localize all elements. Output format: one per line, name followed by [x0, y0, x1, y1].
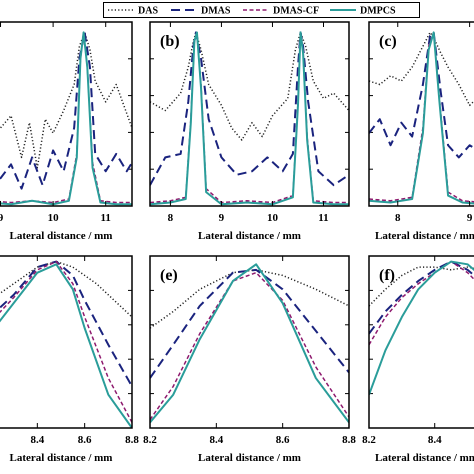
plot-frame	[368, 21, 474, 207]
series-dmpcs-line	[369, 31, 474, 205]
series-dmas-cf-line	[369, 31, 474, 203]
series-dmas-cf-line	[150, 271, 349, 421]
panel-label: (e)	[160, 267, 178, 284]
panel-label: (b)	[160, 33, 180, 50]
series-dmas-cf-line	[0, 31, 132, 204]
x-tick-label: 8	[168, 212, 174, 224]
panel-e: 8.2 8.4 8.6 8.8 Lateral distance / mm (e)	[143, 255, 356, 464]
x-axis-label: Lateral distance / mm	[375, 230, 474, 242]
series-das-line	[150, 269, 349, 329]
x-tick-label: 8.8	[342, 434, 356, 446]
series-das-line	[0, 31, 132, 169]
x-axis-label: Lateral distance / mm	[10, 452, 113, 464]
series-dmpcs-line	[150, 31, 349, 206]
series-dmas-cf-line	[0, 260, 132, 423]
x-tick-label: 11	[318, 212, 328, 224]
series-das-line	[369, 266, 474, 307]
plot-frame	[0, 255, 133, 429]
series-dmas-line	[0, 31, 132, 190]
legend: DAS DMAS DMAS-CF DMPCS	[103, 2, 420, 18]
panel-d: 8.4 8.6 8.8 Lateral distance / mm	[0, 255, 139, 464]
x-tick-label: 8.4	[428, 434, 442, 446]
series-dmpcs-line	[0, 31, 132, 206]
x-tick-label: 8	[395, 212, 401, 224]
series-dmas-line	[150, 268, 349, 379]
series-dmpcs-line	[369, 260, 474, 396]
panel-c: 8 9 Lateral distance / mm (c)	[368, 21, 474, 242]
series-dmas-line	[369, 260, 474, 335]
series-dmas-line	[0, 260, 132, 387]
x-tick-label: 11	[101, 212, 111, 224]
x-tick-label: 10	[267, 212, 279, 224]
x-tick-label: 8.6	[78, 434, 92, 446]
series-dmpcs-line	[150, 263, 349, 424]
legend-label-das: DAS	[138, 6, 158, 17]
x-tick-label: 8.4	[30, 434, 44, 446]
series-dmpcs-line	[0, 263, 132, 428]
series-dmas-line	[150, 31, 349, 187]
x-tick-label: 9	[467, 212, 473, 224]
series-dmas-cf-line	[369, 260, 474, 346]
legend-label-dmas: DMAS	[201, 6, 231, 17]
series-dmas-line	[369, 31, 474, 159]
x-tick-label: 8.2	[143, 434, 157, 446]
legend-label-dmpcs: DMPCS	[360, 6, 396, 17]
plot-frame	[368, 255, 474, 429]
plot-frame	[149, 255, 350, 429]
x-tick-label: 8.6	[276, 434, 290, 446]
x-axis-label: Lateral distance / mm	[198, 230, 301, 242]
x-tick-label: 8.8	[125, 434, 139, 446]
x-tick-label: 9	[219, 212, 225, 224]
x-tick-label: 9	[0, 212, 4, 224]
panel-a: 9 10 11 Lateral distance / mm	[0, 21, 133, 242]
x-axis-label: Lateral distance / mm	[10, 230, 113, 242]
x-tick-label: 8.4	[209, 434, 223, 446]
series-dmas-cf-line	[150, 31, 349, 204]
panel-b: 8 9 10 11 Lateral distance / mm (b)	[149, 21, 350, 242]
plot-frame	[0, 21, 133, 207]
panel-f: 8.2 8.4 Lateral distance / mm (f)	[362, 255, 474, 464]
panel-label: (c)	[379, 33, 397, 50]
legend-box	[103, 2, 420, 18]
legend-label-dmas-cf: DMAS-CF	[273, 6, 319, 17]
panels: 9 10 11 Lateral distance / mm 8 9 10 11 Lateral …	[0, 21, 474, 464]
series-das-line	[150, 31, 349, 141]
panel-label: (f)	[379, 267, 395, 284]
x-tick-label: 8.2	[362, 434, 376, 446]
plot-frame	[149, 21, 350, 207]
x-tick-label: 10	[48, 212, 60, 224]
x-axis-label: Lateral distance / mm	[375, 452, 474, 464]
x-axis-label: Lateral distance / mm	[198, 452, 301, 464]
